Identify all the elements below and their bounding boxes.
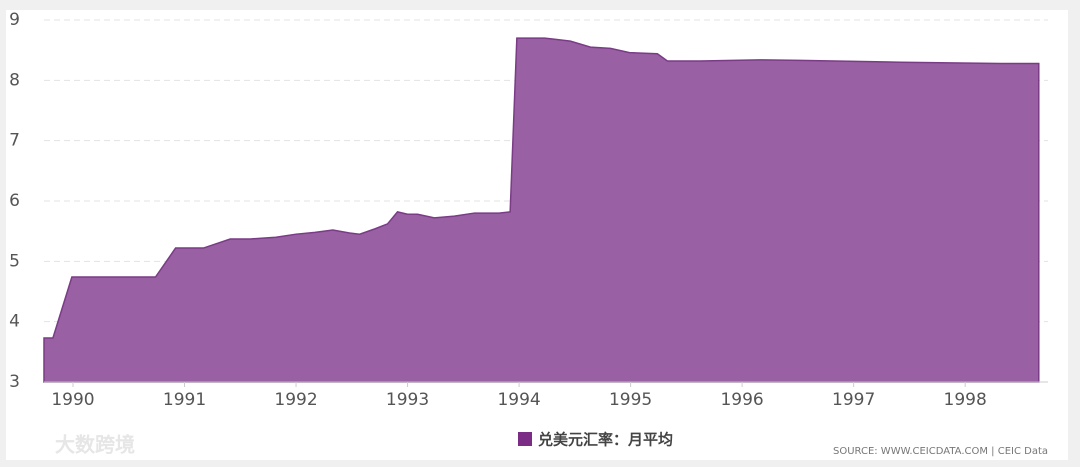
x-tick-label: 1997 — [832, 390, 875, 410]
x-tick-label: 1994 — [497, 390, 540, 410]
x-tick-label: 1990 — [51, 390, 94, 410]
x-tick-label: 1998 — [944, 390, 987, 410]
y-tick-label: 7 — [9, 131, 20, 151]
y-tick-label: 9 — [9, 10, 20, 30]
y-tick-label: 5 — [9, 251, 20, 271]
x-tick-label: 1993 — [386, 390, 429, 410]
area — [43, 37, 1040, 383]
y-tick-label: 6 — [9, 191, 20, 211]
y-tick-label: 8 — [9, 70, 20, 90]
watermark: 大数跨境 — [55, 433, 135, 457]
legend-label: 兑美元汇率：月平均 — [538, 431, 673, 449]
y-tick-label: 4 — [9, 312, 20, 332]
x-tick-label: 1995 — [609, 390, 652, 410]
legend-swatch — [518, 432, 532, 446]
x-tick-label: 1996 — [720, 390, 763, 410]
x-tick-label: 1992 — [274, 390, 317, 410]
source: SOURCE: WWW.CEICDATA.COM | CEIC Data — [833, 446, 1048, 457]
x-tick-label: 1991 — [163, 390, 206, 410]
y-tick-label: 3 — [9, 372, 20, 392]
